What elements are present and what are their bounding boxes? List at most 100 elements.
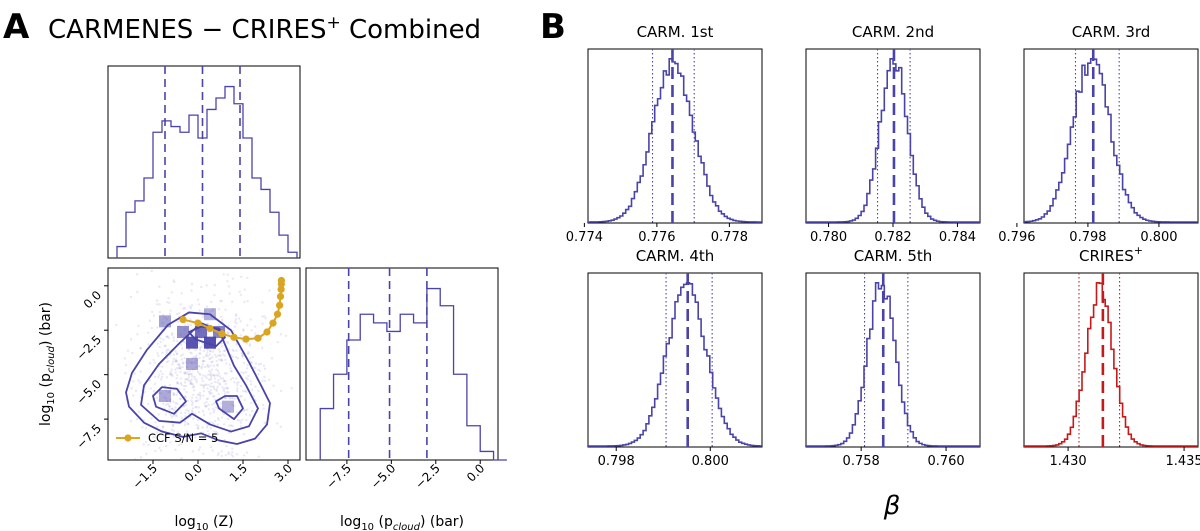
scatter-point (172, 336, 175, 339)
scatter-point (235, 381, 239, 385)
scatter-point (204, 374, 207, 378)
scatter-point (193, 361, 196, 364)
scatter-point (205, 383, 209, 387)
scatter-point (185, 438, 188, 441)
scatter-point (196, 418, 199, 422)
scatter-point (192, 393, 195, 397)
scatter-point (231, 424, 234, 428)
contour-3 (215, 395, 244, 421)
scatter-point (161, 313, 165, 317)
scatter-point (173, 393, 176, 396)
scatter-point (202, 356, 205, 359)
scatter-point (222, 388, 225, 391)
scatter-point (218, 375, 222, 378)
scatter-point (237, 380, 240, 384)
scatter-point (229, 378, 233, 381)
x-tick-label-carm5-0: 0.758 (843, 454, 880, 469)
scatter-point (279, 425, 283, 428)
subplot-title-carm4: CARM. 4th (636, 247, 715, 265)
scatter-point (193, 375, 196, 378)
scatter-point (166, 348, 170, 351)
scatter-point (202, 452, 205, 455)
scatter-point (245, 408, 249, 411)
scatter-point (223, 349, 227, 352)
scatter-point (174, 360, 178, 363)
scatter-point (137, 324, 140, 328)
histogram-marg_logZ (116, 85, 298, 258)
scatter-point (184, 361, 188, 364)
scatter-point (166, 300, 169, 304)
scatter-point (191, 401, 194, 405)
scatter-point (155, 299, 159, 302)
scatter-point (212, 364, 216, 368)
scatter-point (149, 362, 152, 365)
scatter-point (201, 384, 205, 387)
scatter-point (215, 388, 218, 391)
scatter-point (212, 373, 216, 377)
scatter-point (183, 384, 186, 388)
x-tick-label-carm2-2: 0.784 (939, 230, 976, 245)
scatter-point (254, 385, 257, 388)
scatter-point (185, 365, 189, 369)
scatter-point (261, 403, 265, 407)
scatter-point (185, 440, 189, 443)
scatter-point (171, 424, 175, 428)
axes-frame-carm3 (1023, 48, 1199, 224)
scatter-point (254, 332, 257, 335)
scatter-point (231, 277, 235, 280)
scatter-point (242, 371, 245, 375)
scatter-point (188, 379, 191, 383)
scatter-point (226, 342, 230, 345)
scatter-point (203, 359, 206, 363)
scatter-point (241, 355, 245, 358)
scatter-point (162, 433, 165, 437)
scatter-point (152, 358, 155, 362)
scatter-point (174, 368, 177, 371)
scatter-point (167, 297, 170, 300)
scatter-point (204, 405, 207, 408)
scatter-point (213, 377, 217, 380)
hist2d-cell-8 (186, 358, 198, 370)
scatter-point (246, 299, 249, 303)
scatter-point (174, 402, 177, 405)
scatter-point (210, 360, 213, 364)
scatter-point (221, 386, 224, 389)
histogram-carm5 (805, 282, 980, 447)
scatter-point (213, 409, 216, 412)
scatter-point (186, 361, 190, 365)
scatter-point (192, 417, 195, 420)
scatter-point (172, 339, 176, 342)
x-tick-label-carm2-0: 0.780 (810, 230, 847, 245)
scatter-point (164, 413, 167, 416)
scatter-point (176, 339, 179, 343)
scatter-point (165, 318, 169, 321)
scatter-point (202, 394, 205, 397)
scatter-point (178, 366, 181, 370)
scatter-point (206, 429, 210, 433)
scatter-point (226, 332, 229, 335)
scatter-point (208, 353, 212, 356)
scatter-point (234, 355, 238, 359)
scatter-point (200, 365, 204, 368)
scatter-point (223, 354, 227, 357)
scatter-point (169, 372, 172, 376)
scatter-point (217, 418, 220, 421)
scatter-point (172, 360, 175, 363)
scatter-point (246, 276, 249, 280)
scatter-point (124, 371, 127, 375)
scatter-point (220, 450, 223, 453)
scatter-point (223, 389, 226, 393)
scatter-point (197, 427, 200, 430)
scatter-point (178, 367, 181, 370)
scatter-point (135, 417, 139, 421)
scatter-point (248, 414, 252, 417)
scatter-point (176, 382, 179, 385)
scatter-point (210, 368, 214, 371)
histogram-crires (1023, 282, 1198, 447)
scatter-point (235, 343, 238, 346)
scatter-point (222, 349, 226, 353)
scatter-point (190, 396, 194, 399)
legend-marker (124, 434, 132, 442)
hist2d-cell-0 (186, 336, 198, 349)
scatter-point (206, 424, 209, 427)
